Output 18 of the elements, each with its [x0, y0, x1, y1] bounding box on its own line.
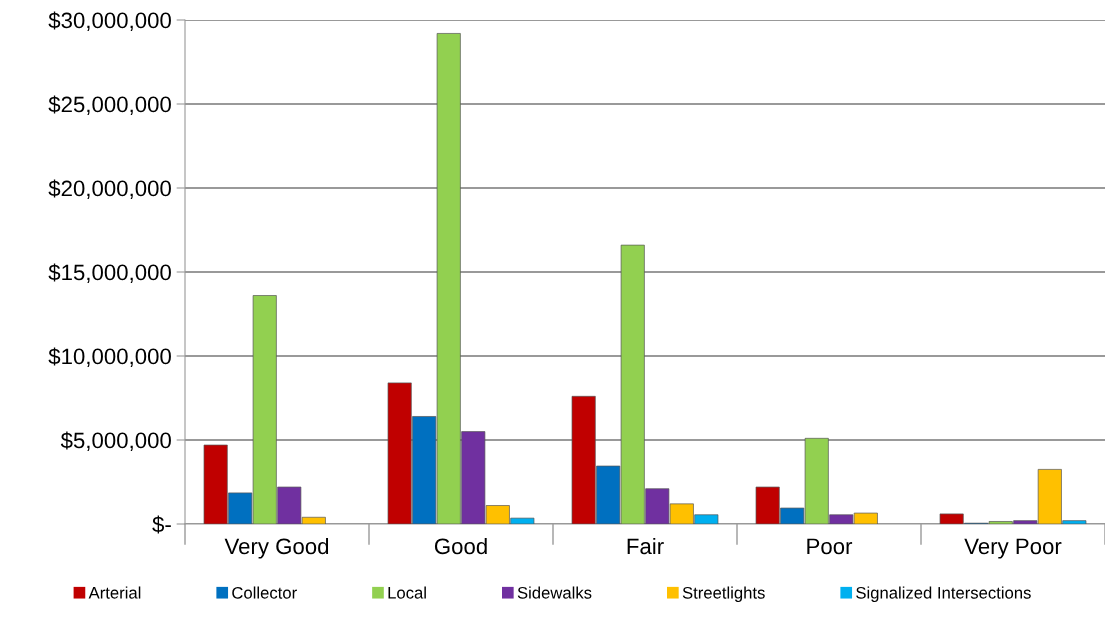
legend-label: Signalized Intersections	[856, 586, 1031, 602]
x-tick-label: Fair	[627, 537, 664, 555]
legend-label: Local	[388, 586, 426, 599]
legend-label: Sidewalks	[517, 586, 592, 599]
y-tick-label: $15,000,000	[48, 263, 171, 283]
x-tick-label: Good	[434, 537, 487, 555]
y-tick-label: $25,000,000	[48, 95, 171, 115]
legend-label: Arterial	[88, 586, 141, 599]
y-tick-label: $5,000,000	[60, 431, 171, 451]
legend-label: Streetlights	[682, 586, 765, 602]
x-tick-label: Very Good	[224, 537, 329, 559]
legend-label: Collector	[232, 586, 297, 599]
x-tick-label: Very Poor	[964, 538, 1062, 559]
y-tick-label: $-	[152, 515, 171, 534]
y-tick-label: $10,000,000	[48, 347, 171, 367]
y-tick-label: $30,000,000	[48, 11, 171, 31]
y-tick-label: $20,000,000	[48, 179, 171, 199]
x-tick-label: Poor	[807, 538, 853, 555]
